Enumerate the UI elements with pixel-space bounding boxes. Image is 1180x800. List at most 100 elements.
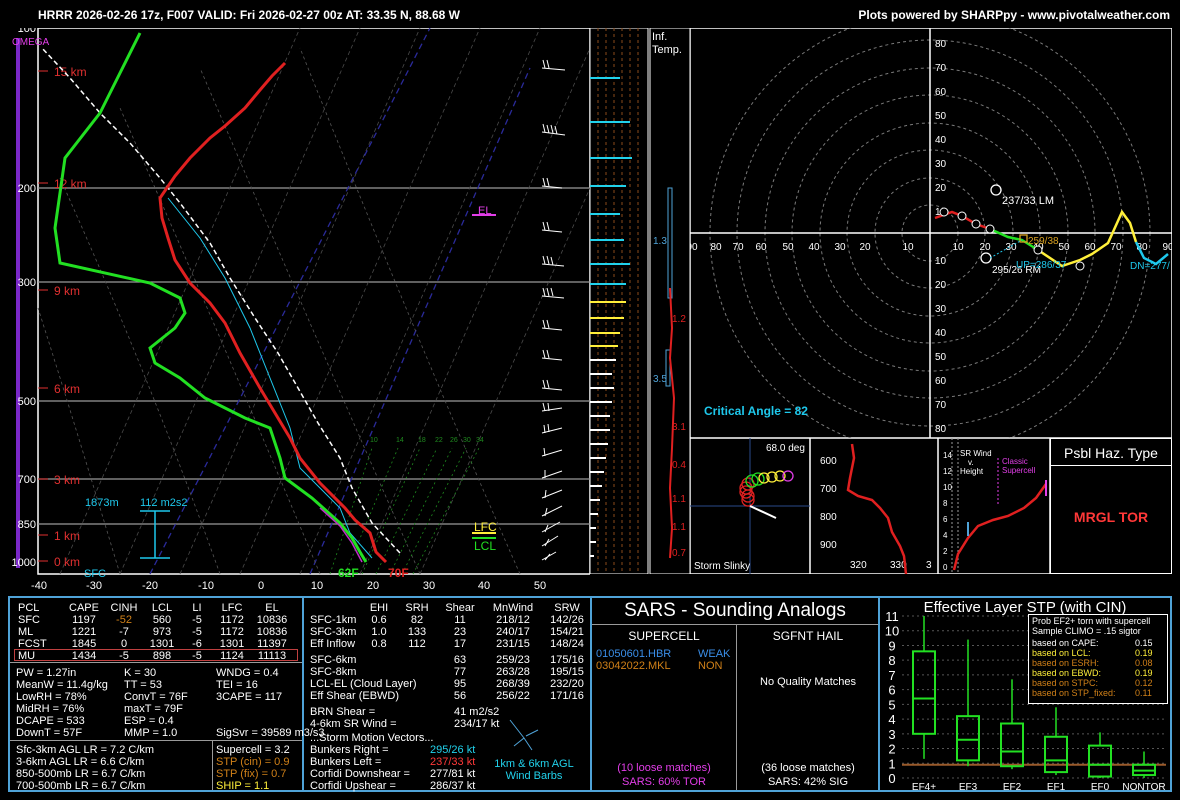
stp-box <box>956 715 980 762</box>
theta-y-label: 800 <box>820 512 837 523</box>
kin-header: MnWind <box>492 602 534 614</box>
kin-cell: 95 <box>453 678 467 690</box>
wind-speed-bars <box>590 77 632 285</box>
sars-match: 01050601.HBR <box>596 648 672 660</box>
kin-cell: 82 <box>410 614 424 626</box>
inf-temp-value: 3.5 <box>653 374 667 385</box>
slinky-label: Storm Slinky <box>694 561 750 572</box>
kin-cell: 148/24 <box>550 638 584 650</box>
svg-text:30: 30 <box>1005 242 1017 253</box>
parcel-header: CAPE <box>69 602 99 614</box>
header: HRRR 2026-02-26 17z, F007 VALID: Fri 202… <box>0 0 1180 30</box>
srwind-y-label: 10 <box>943 483 952 492</box>
dewpoint-sfc: 62F <box>338 566 359 580</box>
svg-text:60: 60 <box>1084 242 1096 253</box>
isotherm-blue <box>149 28 431 575</box>
index-value: TT = 53 <box>124 679 163 691</box>
skewt-panel: OMEGA 100 200 300 500 700 850 1000 15 km… <box>12 28 590 592</box>
svg-text:60: 60 <box>935 87 947 98</box>
srwind-y-label: 0 <box>943 563 948 572</box>
kin-cell: 259/23 <box>496 654 530 666</box>
sars-prob: SARS: 42% SIG <box>767 776 849 788</box>
temp-tick: 10 <box>311 580 323 592</box>
isotherms <box>59 28 590 575</box>
parcel-cell: 1301 <box>219 638 245 650</box>
slinky-circles <box>739 470 794 507</box>
stp-y-label: 11 <box>885 609 899 624</box>
wind-barbs <box>541 59 566 561</box>
svg-text:90: 90 <box>1162 242 1172 253</box>
pressure-label: 850 <box>18 519 36 531</box>
parcel-cell: -52 <box>116 614 132 626</box>
motion-label: Bunkers Right = <box>310 744 389 756</box>
profile-panels: Inf. Temp. 1.3 1.2 3.5 3.1 0.4 1.1 1.1 0… <box>590 28 690 574</box>
stp-category-label: NONTOR <box>1122 782 1165 793</box>
parcel-cell: 898 <box>152 650 172 662</box>
mixing-ratio-label: 34 <box>476 437 484 444</box>
kin-header: SRW <box>554 602 580 614</box>
srwind-y-label: 8 <box>943 499 948 508</box>
stp-y-label: 4 <box>888 712 895 727</box>
srwind-title: Height <box>960 467 984 476</box>
parcel-cell: ML <box>18 626 34 638</box>
skewt-frame <box>37 28 590 575</box>
srwind-y-label: 12 <box>943 467 952 476</box>
mixing-ratio-label: 18 <box>418 437 426 444</box>
inf-temp-value: 1.2 <box>672 314 686 325</box>
srwind-y-label: 6 <box>943 515 948 524</box>
hodo-trace-green <box>989 227 1039 252</box>
stp-y-label: 1 <box>888 756 895 771</box>
kin-cell: 0.6 <box>371 614 387 626</box>
parcel-cell: 1845 <box>71 638 97 650</box>
stp-category-label: EF2 <box>1003 782 1022 793</box>
stp-y-label: 6 <box>888 683 895 698</box>
omega-label: OMEGA <box>12 37 50 48</box>
legend-label: based on LCL: <box>1032 648 1091 658</box>
storm-motion-title: ...Storm Motion Vectors... <box>310 732 434 744</box>
stp-box <box>912 650 936 735</box>
kin-cell: Eff Shear (EBWD) <box>310 690 400 702</box>
mean-wind-label: 259/38 <box>1028 236 1059 247</box>
index-value: ConvT = 76F <box>124 691 188 703</box>
temperature-trace <box>158 61 388 564</box>
wetbulb-trace <box>167 197 373 559</box>
bottom-panels: PCL CAPE CINH LCL LI LFC EL SFC 1197 -52 56… <box>8 596 1172 793</box>
sfc-label: SFC <box>84 568 106 580</box>
svg-text:50: 50 <box>935 111 947 122</box>
classic-label: Classic <box>1002 457 1028 466</box>
index-value: DownT = 57F <box>16 727 83 739</box>
supercell-value: Supercell = 3.2 <box>216 744 290 756</box>
mixing-ratio-label: 22 <box>435 437 443 444</box>
motion-label: Corfidi Upshear = <box>310 780 396 792</box>
hazard-value: MRGL TOR <box>1073 509 1149 525</box>
legend-title: Sample CLIMO = .15 sigtor <box>1032 626 1141 636</box>
dewpoint-trace <box>53 32 368 563</box>
inflow-height: 1873m <box>85 497 119 509</box>
motion-label: Corfidi Downshear = <box>310 768 410 780</box>
index-value: TEI = 16 <box>216 679 258 691</box>
srwind-y-label: 14 <box>943 451 952 460</box>
kin-header: EHI <box>369 602 389 614</box>
motion-value: 237/33 kt <box>430 756 476 768</box>
svg-text:30: 30 <box>935 159 947 170</box>
pressure-label: 300 <box>18 277 36 289</box>
sars-match-tag: WEAK <box>698 648 731 660</box>
hodo-height-markers <box>939 207 1085 271</box>
height-label: 15 km <box>54 65 87 79</box>
parcel-header: LCL <box>151 602 173 614</box>
temp-tick: 0 <box>258 580 264 592</box>
kin-cell: 218/12 <box>496 614 530 626</box>
svg-text:40: 40 <box>808 242 820 253</box>
srw46-value: 234/17 kt <box>454 718 500 730</box>
stp-y-label: 10 <box>885 624 899 639</box>
lm-marker <box>990 184 1002 196</box>
inf-temp-value: 1.3 <box>653 236 667 247</box>
theta-trace <box>846 443 908 574</box>
index-value: WNDG = 0.4 <box>216 667 279 679</box>
srwind-trace <box>952 483 1048 571</box>
lcl-label: LCL <box>474 539 496 553</box>
motion-label: Bunkers Left = <box>310 756 382 768</box>
kin-cell: 1.0 <box>371 626 387 638</box>
inf-temp-value: 1.1 <box>672 522 686 533</box>
